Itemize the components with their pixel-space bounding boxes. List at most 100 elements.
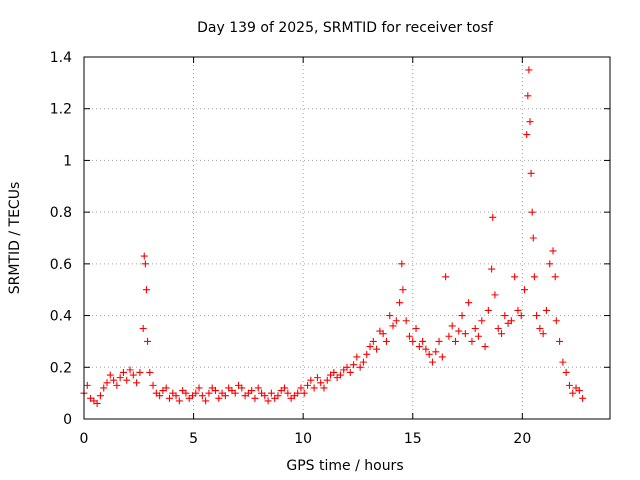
data-point bbox=[156, 392, 164, 400]
data-point bbox=[103, 379, 111, 387]
data-point bbox=[392, 317, 400, 325]
data-point bbox=[523, 131, 531, 139]
y-axis-label: SRMTID / TECUs bbox=[7, 182, 23, 295]
data-point bbox=[336, 371, 344, 379]
data-point bbox=[409, 337, 417, 345]
data-point bbox=[524, 92, 532, 100]
data-point bbox=[379, 330, 387, 338]
data-point bbox=[415, 343, 423, 351]
y-tick-label: 1.4 bbox=[50, 50, 72, 66]
data-point bbox=[83, 381, 91, 389]
y-tick-label: 0.8 bbox=[50, 205, 72, 221]
y-tick-label: 0.4 bbox=[50, 309, 72, 325]
data-point bbox=[346, 368, 354, 376]
data-point bbox=[551, 273, 559, 281]
x-tick-label: 10 bbox=[294, 431, 312, 447]
data-point bbox=[307, 376, 315, 384]
data-point bbox=[106, 371, 114, 379]
data-point bbox=[205, 389, 213, 397]
data-point bbox=[284, 389, 292, 397]
data-point bbox=[251, 394, 259, 402]
data-point bbox=[264, 397, 272, 405]
data-point bbox=[448, 322, 456, 330]
data-point bbox=[129, 371, 137, 379]
data-point bbox=[182, 389, 190, 397]
x-tick-label: 15 bbox=[404, 431, 422, 447]
data-point bbox=[552, 317, 560, 325]
data-point bbox=[461, 330, 469, 338]
x-axis-label: GPS time / hours bbox=[286, 458, 403, 474]
tick-labels: 0 5 10 15 20 0 0.2 0.4 0.6 0.8 1 1.2 1.4 bbox=[50, 50, 532, 447]
x-tick-label: 0 bbox=[80, 431, 89, 447]
data-point bbox=[350, 361, 358, 369]
data-point bbox=[110, 376, 118, 384]
data-point bbox=[484, 306, 492, 314]
data-point bbox=[559, 358, 567, 366]
data-point bbox=[525, 66, 533, 74]
data-point bbox=[386, 312, 394, 320]
data-point bbox=[195, 384, 203, 392]
data-point bbox=[488, 265, 496, 273]
data-point bbox=[458, 312, 466, 320]
data-point bbox=[96, 392, 104, 400]
data-point bbox=[343, 363, 351, 371]
data-point bbox=[465, 299, 473, 307]
data-point bbox=[281, 384, 289, 392]
data-point bbox=[451, 337, 459, 345]
data-point bbox=[455, 327, 463, 335]
data-point bbox=[517, 312, 525, 320]
data-point bbox=[442, 273, 450, 281]
data-point bbox=[556, 337, 564, 345]
data-point bbox=[565, 381, 573, 389]
grid bbox=[84, 57, 610, 419]
data-point bbox=[313, 374, 321, 382]
data-point bbox=[569, 389, 577, 397]
data-point bbox=[562, 368, 570, 376]
data-point bbox=[507, 317, 515, 325]
data-point bbox=[317, 379, 325, 387]
data-point bbox=[579, 394, 587, 402]
data-point bbox=[100, 384, 108, 392]
data-point bbox=[310, 384, 318, 392]
data-point bbox=[514, 306, 522, 314]
data-point bbox=[432, 348, 440, 356]
data-point bbox=[356, 363, 364, 371]
data-point bbox=[389, 322, 397, 330]
data-point bbox=[323, 376, 331, 384]
x-tick-label: 20 bbox=[513, 431, 531, 447]
data-point bbox=[116, 374, 124, 382]
data-point bbox=[533, 312, 541, 320]
data-point bbox=[575, 387, 583, 395]
data-point bbox=[396, 299, 404, 307]
data-point bbox=[113, 381, 121, 389]
x-tick-label: 5 bbox=[189, 431, 198, 447]
data-point bbox=[498, 330, 506, 338]
data-point bbox=[198, 392, 206, 400]
data-point bbox=[491, 291, 499, 299]
data-point bbox=[93, 399, 101, 407]
data-point bbox=[481, 343, 489, 351]
data-point bbox=[144, 337, 152, 345]
data-point bbox=[412, 325, 420, 332]
data-point bbox=[528, 208, 536, 216]
data-point bbox=[445, 332, 453, 340]
y-tick-label: 0.2 bbox=[50, 360, 72, 376]
data-point bbox=[304, 381, 312, 389]
data-point bbox=[405, 332, 413, 340]
data-point bbox=[359, 358, 367, 366]
data-point bbox=[142, 286, 150, 294]
data-point bbox=[212, 387, 219, 395]
data-point bbox=[382, 337, 390, 345]
data-point bbox=[162, 384, 170, 392]
data-point bbox=[489, 213, 497, 221]
data-point bbox=[221, 392, 229, 400]
data-point bbox=[471, 325, 479, 332]
data-point bbox=[248, 387, 256, 395]
data-point bbox=[419, 337, 427, 345]
data-point bbox=[521, 286, 529, 294]
data-point bbox=[294, 389, 302, 397]
data-point bbox=[149, 381, 157, 389]
data-point bbox=[119, 368, 127, 376]
